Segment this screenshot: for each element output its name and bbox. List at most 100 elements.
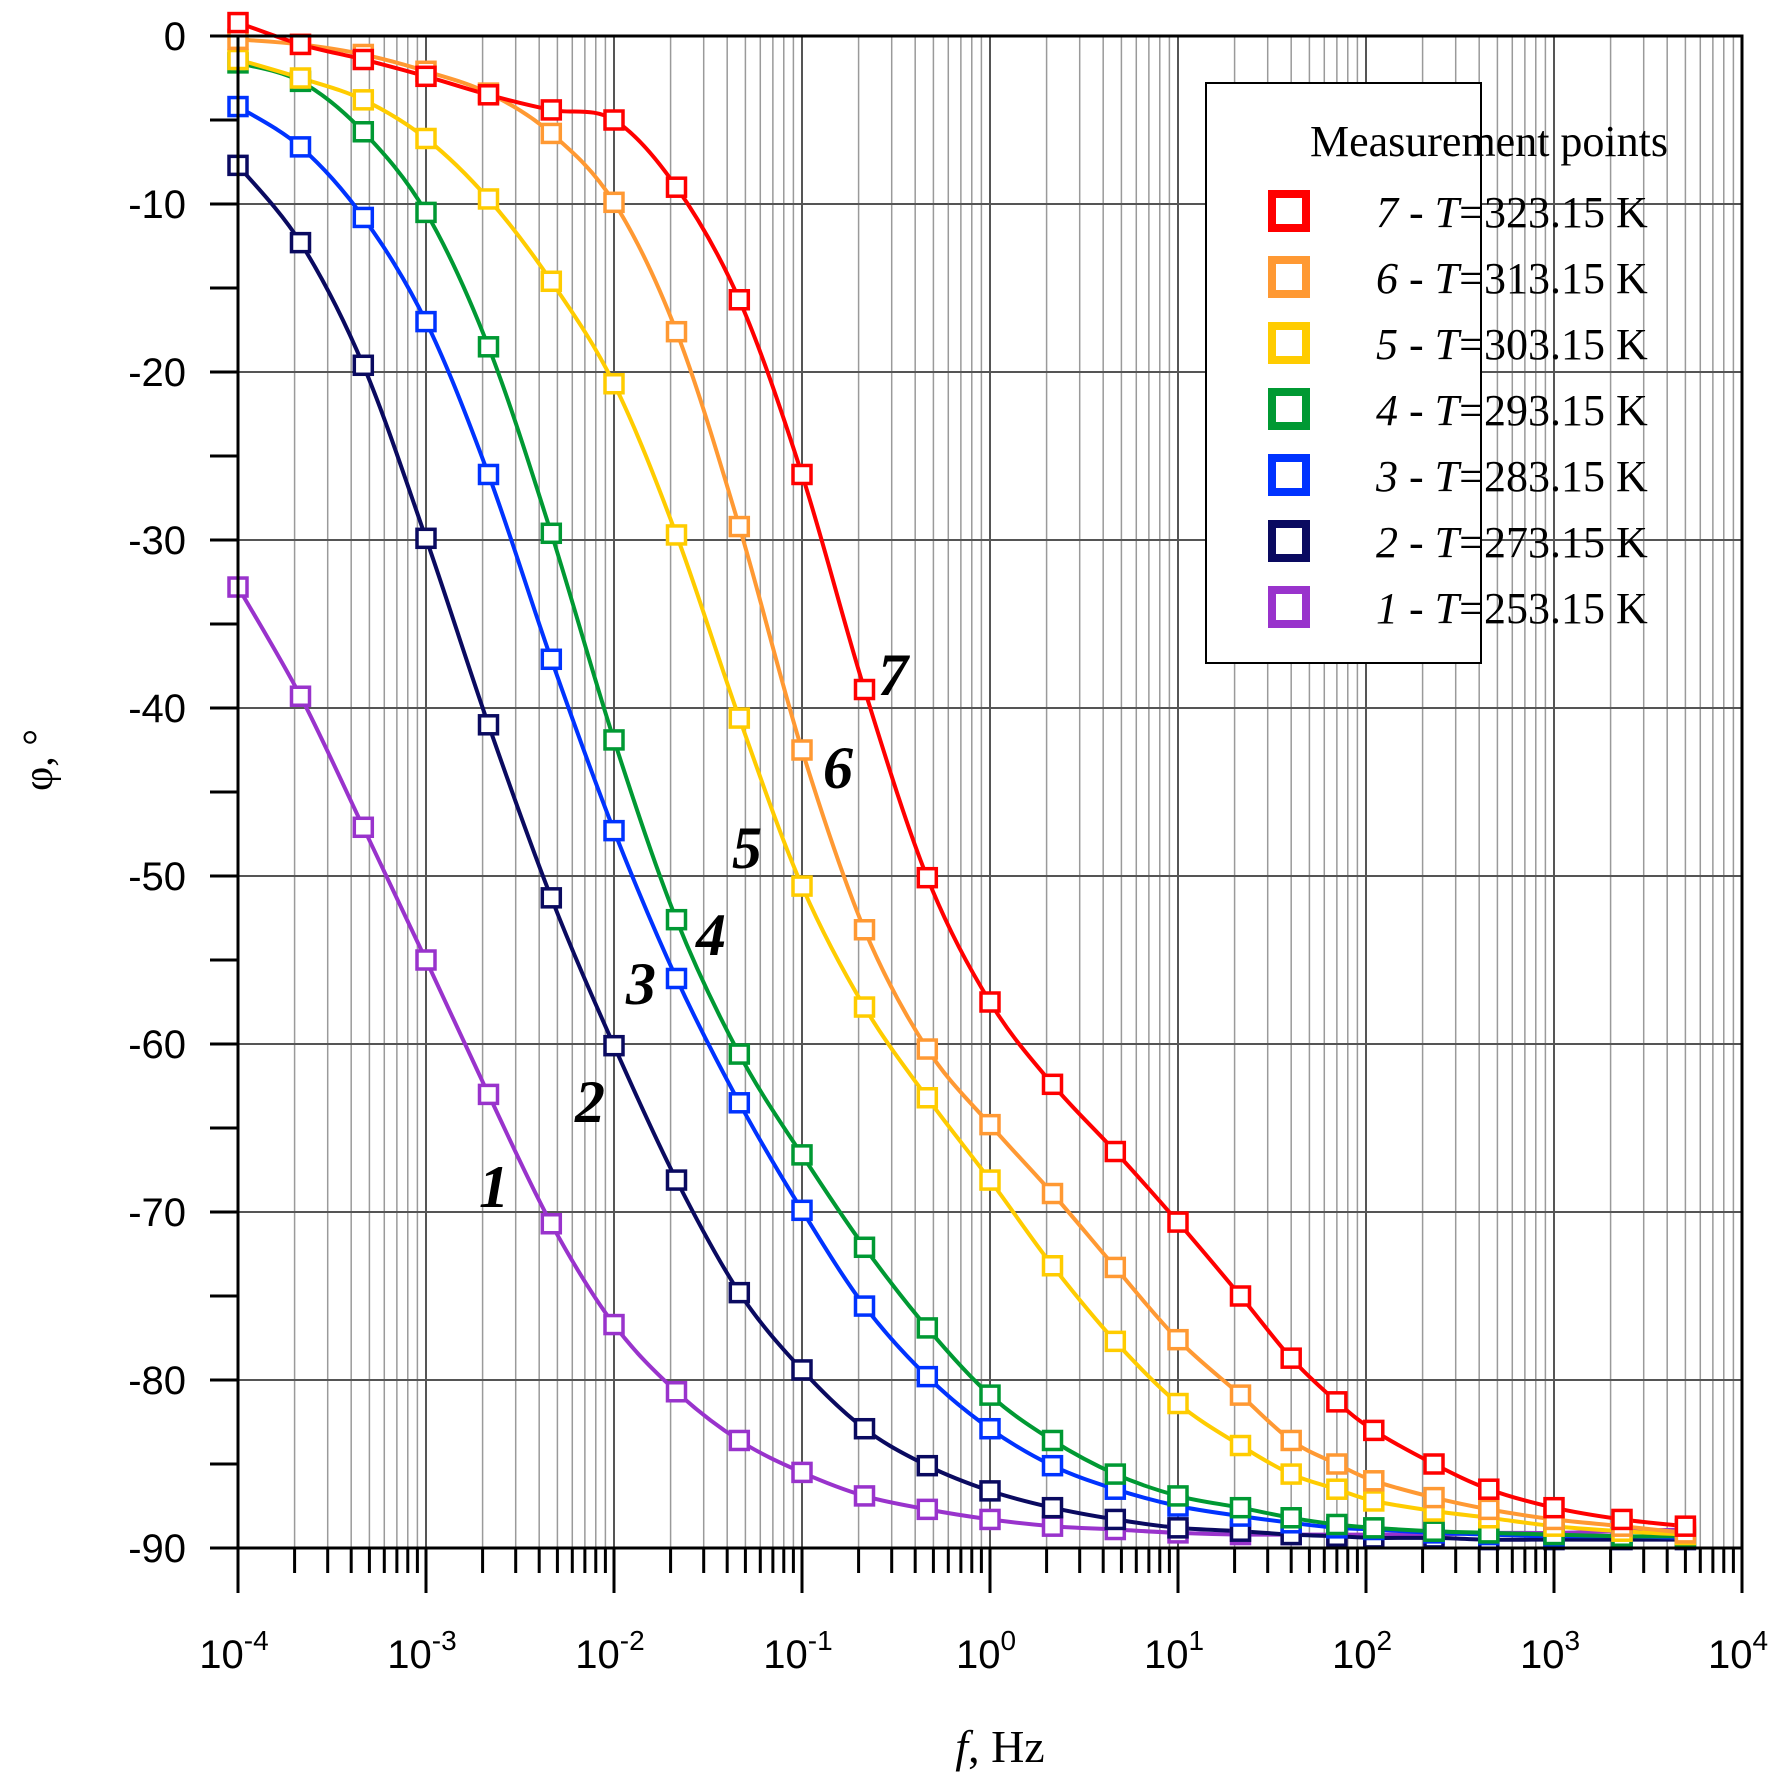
data-point-series-6 [665, 320, 688, 343]
data-point-series-2 [1041, 1496, 1064, 1519]
data-point-series-1 [415, 949, 437, 971]
data-point-series-1 [916, 1498, 939, 1521]
y-tick-label: -40 [128, 687, 186, 731]
data-point-series-5 [853, 996, 876, 1018]
curve-label-3: 3 [625, 951, 656, 1017]
data-point-series-5 [1167, 1392, 1189, 1415]
data-point-series-5 [352, 89, 375, 111]
axis-ticks [210, 34, 1744, 1593]
data-point-series-2 [603, 1034, 625, 1057]
data-point-series-4 [1041, 1429, 1064, 1452]
data-point-series-1 [352, 816, 375, 839]
legend-marker-5 [1268, 322, 1310, 364]
data-point-series-5 [477, 188, 500, 210]
data-point-series-2 [415, 527, 437, 550]
data-point-series-7 [227, 11, 249, 34]
data-point-series-2 [916, 1454, 939, 1477]
y-tick-label: -10 [128, 183, 186, 227]
data-point-series-7 [540, 99, 563, 121]
x-tick-label: 10-1 [763, 1625, 832, 1677]
data-point-series-6 [1280, 1429, 1302, 1452]
data-point-series-3 [477, 463, 500, 486]
legend-marker-7 [1268, 190, 1310, 232]
data-point-series-7 [1104, 1140, 1127, 1163]
curve-label-6: 6 [823, 735, 853, 801]
data-point-series-6 [1423, 1486, 1445, 1509]
x-tick-label: 10-2 [575, 1625, 644, 1677]
data-point-series-1 [728, 1429, 751, 1452]
data-point-series-6 [1167, 1328, 1189, 1351]
data-point-series-6 [791, 739, 813, 761]
data-point-series-5 [1104, 1330, 1127, 1353]
data-point-series-2 [477, 714, 500, 736]
curve-label-7: 7 [878, 642, 910, 708]
series-line-7 [237, 20, 1686, 1529]
data-point-series-6 [728, 515, 751, 538]
data-point-series-7 [791, 463, 813, 486]
data-point-series-4 [1229, 1496, 1252, 1519]
data-point-series-2 [791, 1359, 813, 1381]
data-point-series-4 [477, 336, 500, 358]
data-point-series-6 [1363, 1470, 1385, 1492]
data-point-series-6 [1326, 1453, 1348, 1475]
data-point-series-4 [352, 121, 375, 143]
data-point-series-3 [603, 819, 625, 842]
data-point-series-4 [791, 1144, 813, 1166]
y-tick-label: -50 [128, 855, 186, 899]
data-point-series-5 [1280, 1463, 1302, 1485]
data-point-series-7 [853, 678, 876, 701]
x-tick-label: 101 [1144, 1625, 1204, 1677]
data-point-series-6 [1478, 1498, 1500, 1521]
x-tick-label: 100 [956, 1625, 1016, 1677]
series-line-4 [237, 60, 1686, 1539]
data-point-series-1 [603, 1313, 625, 1336]
data-point-series-4 [665, 908, 688, 931]
data-point-series-6 [1104, 1256, 1127, 1279]
data-point-series-5 [665, 524, 688, 546]
data-point-series-5 [289, 67, 312, 89]
data-point-series-1 [979, 1508, 1001, 1531]
data-point-series-7 [1423, 1453, 1445, 1475]
x-tick-labels: 10-4 10-3 10-2 10-1 100 101 102 103 104 [199, 1625, 1768, 1677]
data-point-series-4 [916, 1317, 939, 1339]
x-tick-label: 10-3 [387, 1625, 456, 1677]
data-point-series-3 [289, 136, 312, 158]
series-markers [227, 11, 1697, 1551]
data-point-series-5 [540, 270, 563, 293]
x-axis-label: f, Hz [955, 1721, 1044, 1772]
data-point-series-5 [979, 1169, 1001, 1191]
data-point-series-4 [603, 729, 625, 751]
data-point-series-2 [352, 354, 375, 377]
curve-label-5: 5 [732, 815, 762, 881]
y-axis-label: φ, ° [16, 729, 62, 791]
x-tick-label: 10-4 [199, 1625, 268, 1677]
data-point-series-7 [352, 48, 375, 71]
legend-marker-3 [1268, 454, 1310, 496]
data-point-series-1 [289, 685, 312, 707]
y-tick-label: -80 [128, 1359, 186, 1403]
y-tick-label: -20 [128, 351, 186, 395]
data-point-series-3 [540, 648, 563, 671]
data-point-series-6 [916, 1038, 939, 1060]
data-point-series-7 [1674, 1515, 1697, 1537]
y-tick-label: -70 [128, 1191, 186, 1235]
data-point-series-5 [1326, 1478, 1348, 1500]
legend-label-7: 7 - T=323.15 K [1376, 188, 1648, 237]
y-tick-label: -60 [128, 1023, 186, 1067]
data-point-series-7 [1478, 1478, 1500, 1500]
data-point-series-5 [916, 1087, 939, 1109]
data-point-series-1 [853, 1485, 876, 1507]
data-point-series-7 [665, 176, 688, 198]
data-point-series-4 [1280, 1507, 1302, 1529]
legend-box [1205, 82, 1482, 664]
y-tick-labels: 0 -10 -20 -30 -40 -50 -60 -70 -80 -90 [128, 15, 186, 1571]
legend-marker-6 [1268, 256, 1310, 298]
data-point-series-4 [1104, 1463, 1127, 1485]
data-point-series-5 [1229, 1434, 1252, 1457]
data-point-series-5 [1363, 1490, 1385, 1512]
data-point-series-1 [791, 1461, 813, 1484]
data-point-series-7 [289, 33, 312, 56]
data-point-series-7 [1326, 1391, 1348, 1413]
curve-label-2: 2 [574, 1069, 605, 1135]
